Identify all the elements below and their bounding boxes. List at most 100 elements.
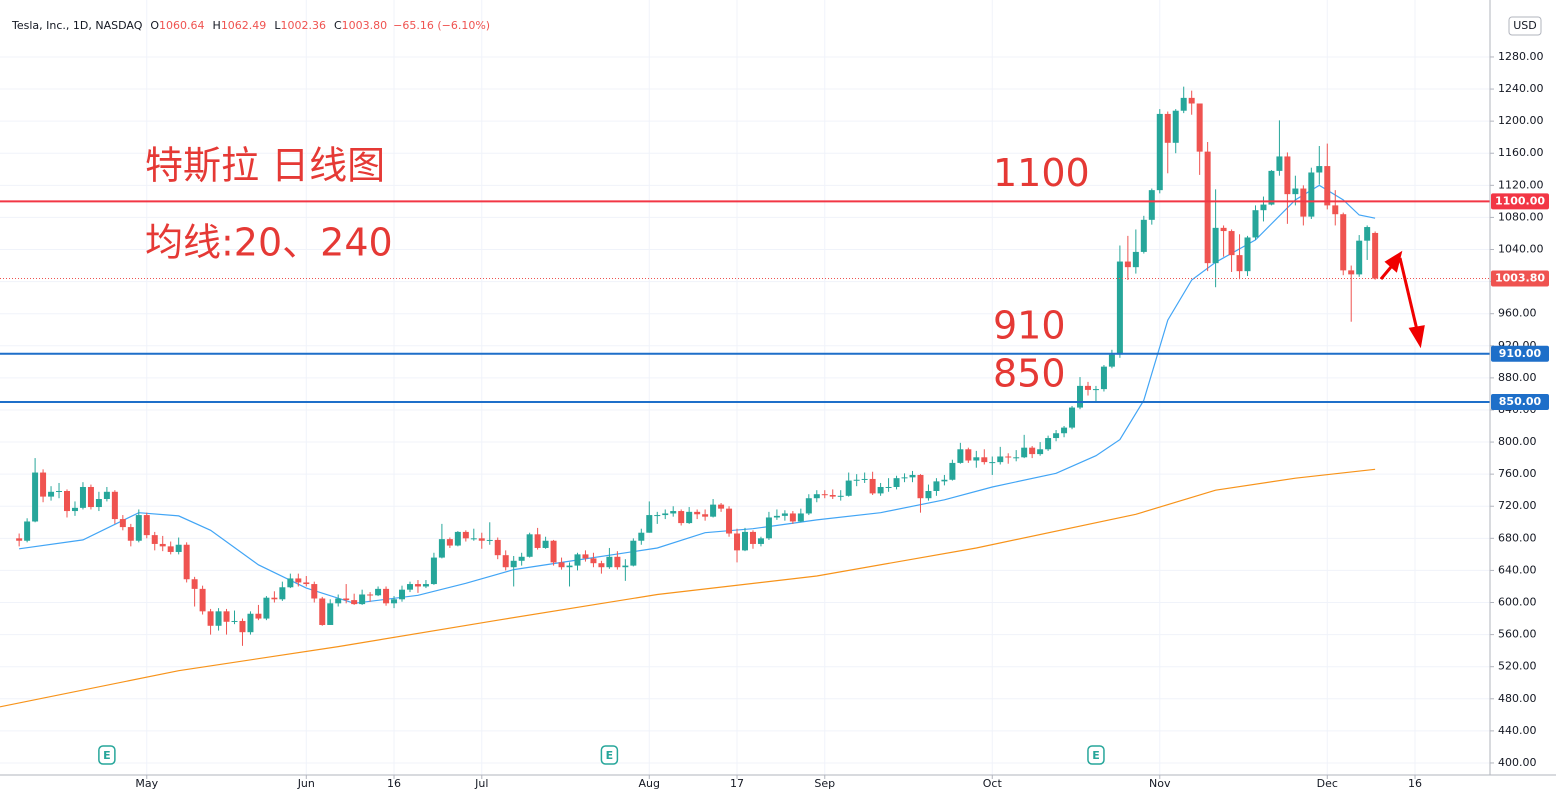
annotation: 均线:20、240 [145, 221, 393, 265]
candle-body [574, 554, 581, 566]
y-tick-label: 880.00 [1498, 371, 1537, 384]
candle-body [534, 534, 541, 548]
candle-body [303, 582, 310, 585]
candle-body [1236, 255, 1243, 272]
candle-body [1124, 261, 1131, 268]
candle-body [1244, 237, 1251, 272]
candle-body [558, 562, 565, 568]
candle-body [87, 486, 94, 508]
candle-body [1204, 151, 1211, 264]
candle-body [367, 594, 374, 596]
candle-body [1300, 188, 1307, 217]
candle-body [207, 611, 214, 626]
candle-body [143, 515, 150, 536]
candle-body [957, 449, 964, 463]
candle-body [335, 598, 342, 604]
candle-body [279, 587, 286, 600]
candle-body [821, 494, 828, 496]
candle-body [287, 578, 294, 588]
candle-body [223, 611, 230, 622]
arrow-head [1408, 325, 1425, 349]
arrow-head [1384, 250, 1403, 273]
earnings-label: E [606, 749, 614, 762]
candle-body [797, 513, 804, 522]
candle-body [965, 449, 972, 461]
candle-body [893, 478, 900, 487]
candle-body [1316, 166, 1323, 173]
earnings-label: E [103, 749, 111, 762]
ohlc-value: 1003.80 [342, 19, 388, 32]
currency: USD [1513, 19, 1537, 32]
moving-average [0, 468, 1376, 708]
candle-body [430, 557, 437, 585]
y-tick-label: 560.00 [1498, 628, 1537, 641]
candle-body [614, 556, 621, 568]
change: −65.16 (−6.10%) [393, 19, 490, 32]
candle-body [462, 531, 469, 539]
candle-body [765, 517, 772, 539]
y-tick-label: 400.00 [1498, 756, 1537, 769]
candle-body [1356, 240, 1363, 275]
candle-body [311, 584, 318, 599]
y-tick-label: 1160.00 [1498, 146, 1544, 159]
candle-body [391, 599, 398, 604]
candle-body [646, 515, 653, 533]
marks [0, 86, 1490, 708]
candle-body [1045, 438, 1052, 450]
candle-body [805, 498, 812, 514]
y-tick-label: 600.00 [1498, 596, 1537, 609]
candle-body [1084, 385, 1091, 390]
candle-body [79, 486, 86, 508]
x-tick-label: Oct [983, 777, 1003, 790]
price-tag-label: 850.00 [1499, 395, 1542, 408]
candle-body [710, 504, 717, 517]
candle-body [1324, 166, 1331, 206]
x-tick-label: 16 [387, 777, 401, 790]
candle-body [909, 474, 916, 478]
candle-body [215, 611, 222, 626]
candle-body [48, 491, 55, 497]
candle-body [1180, 97, 1187, 111]
candle-body [989, 462, 996, 464]
candle-body [399, 589, 406, 600]
price-tag-label: 910.00 [1499, 347, 1542, 360]
candle-body [191, 579, 198, 589]
candle-body [1053, 433, 1060, 439]
candle-body [742, 531, 748, 551]
candle-body [654, 515, 661, 517]
candle-body [734, 533, 741, 551]
y-tick-label: 1280.00 [1498, 50, 1544, 63]
y-tick-label: 640.00 [1498, 563, 1537, 576]
earnings-label: E [1092, 749, 1100, 762]
ohlc-key: C [334, 19, 342, 32]
grid [0, 0, 1494, 779]
candle-body [694, 511, 701, 515]
candle-body [175, 544, 182, 552]
y-tick-label: 720.00 [1498, 499, 1537, 512]
candle-body [853, 479, 860, 481]
y-tick-label: 1200.00 [1498, 114, 1544, 127]
candle-body [1308, 172, 1315, 217]
candle-body [95, 499, 102, 508]
candle-body [151, 535, 158, 544]
candle-body [271, 597, 278, 600]
candle-body [1013, 457, 1020, 459]
candle-body [1037, 449, 1044, 455]
earnings-marker [1087, 745, 1105, 765]
y-tick-label: 1040.00 [1498, 243, 1544, 256]
candle-body [686, 511, 693, 524]
candle-body [662, 513, 669, 516]
ohlc-key: L [274, 19, 281, 32]
earnings-marker [98, 745, 116, 765]
candle-body [773, 515, 780, 518]
candle-body [71, 507, 78, 512]
level-label: 1100 [993, 151, 1090, 195]
candle-body [383, 588, 390, 604]
candle-body [255, 613, 262, 619]
candle-body [845, 480, 852, 496]
candle-body [351, 600, 358, 605]
candle-body [1220, 227, 1227, 232]
candle-body [64, 490, 71, 512]
candle-body [1268, 170, 1275, 205]
